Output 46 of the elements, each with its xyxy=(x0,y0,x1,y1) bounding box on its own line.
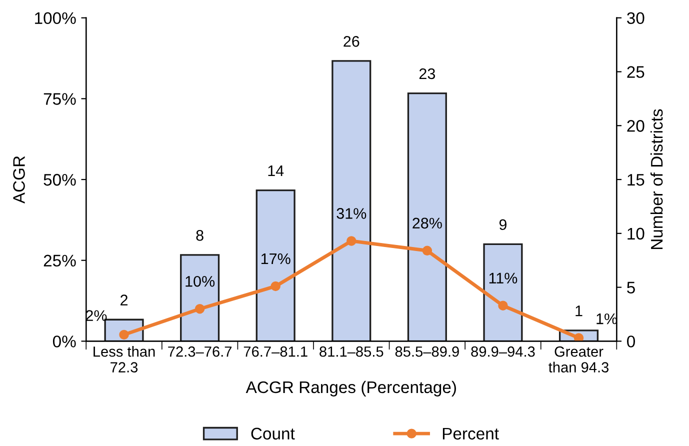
y2-tick-label: 30 xyxy=(627,12,644,24)
y-tick-label: 75% xyxy=(44,93,76,105)
data-label: 9 xyxy=(499,219,506,230)
x-tick-label: 72.3–76.7 xyxy=(168,346,232,357)
x-tick-label: Less than 72.3 xyxy=(94,346,155,372)
data-label: 11% xyxy=(489,272,518,284)
x-tick-label: 89.9–94.3 xyxy=(471,346,535,357)
bar xyxy=(483,243,523,342)
y2-tick-label: 20 xyxy=(627,120,644,132)
y-tick-label: 0% xyxy=(52,336,76,348)
x-tick-label: Greater than 94.3 xyxy=(548,346,609,372)
legend-label: Count xyxy=(251,428,295,440)
y2-tick-label: 10 xyxy=(628,228,644,240)
x-tick-label: 81.1–85.5 xyxy=(320,346,384,357)
data-label: 10% xyxy=(186,276,215,287)
y2-axis-title: Number of Districts xyxy=(650,109,663,249)
data-label: 31% xyxy=(336,208,366,219)
data-label: 28% xyxy=(412,218,442,229)
y2-tick-label: 15 xyxy=(628,174,644,186)
data-label: 2 xyxy=(120,294,128,306)
x-tick-label: 76.7–81.1 xyxy=(244,346,308,357)
y-axis-title: ACGR xyxy=(13,156,25,204)
data-label: 8 xyxy=(196,230,204,241)
bar xyxy=(332,60,372,342)
point xyxy=(270,281,280,292)
x-tick-label: 85.5–89.9 xyxy=(395,346,459,357)
y-tick-label: 100% xyxy=(35,12,76,24)
y-tick-label: 25% xyxy=(44,254,76,267)
point xyxy=(498,300,508,310)
point xyxy=(194,304,205,314)
point xyxy=(422,246,432,256)
bar xyxy=(407,92,447,342)
bar xyxy=(180,254,220,342)
data-label: 23 xyxy=(419,68,436,80)
data-label: 26 xyxy=(344,36,360,47)
y-tick-label: 50% xyxy=(44,174,76,186)
legend-label: Percent xyxy=(442,428,499,440)
x-axis-title: ACGR Ranges (Percentage) xyxy=(246,380,456,396)
data-label: 17% xyxy=(261,253,290,264)
bar xyxy=(256,189,296,342)
y2-tick-label: 0 xyxy=(627,336,635,348)
y2-tick-label: 25 xyxy=(627,66,644,78)
data-label: 1 xyxy=(576,306,582,316)
point xyxy=(346,236,356,246)
y2-tick-label: 5 xyxy=(627,282,635,294)
data-label: 14 xyxy=(268,166,284,176)
